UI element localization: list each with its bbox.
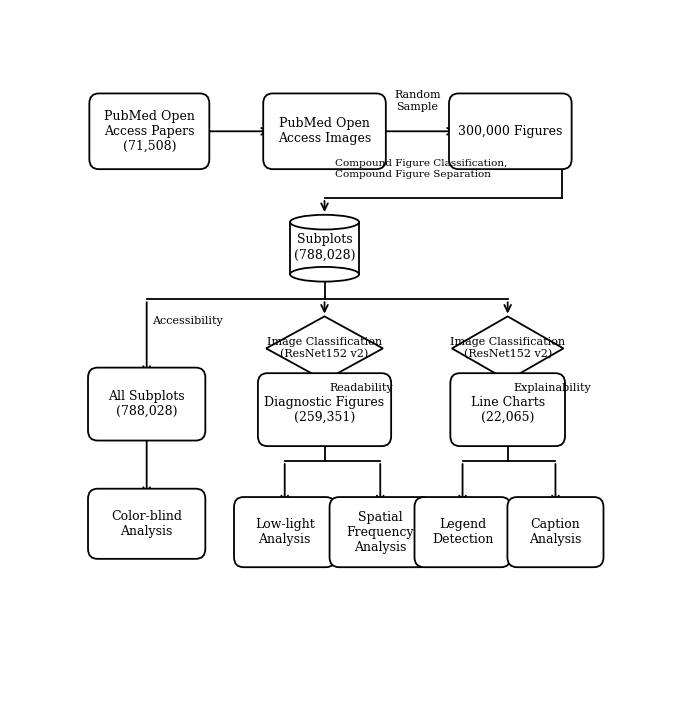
FancyBboxPatch shape — [414, 497, 510, 568]
Text: Compound Figure Classification,
Compound Figure Separation: Compound Figure Classification, Compound… — [335, 159, 508, 179]
FancyBboxPatch shape — [88, 489, 206, 559]
Ellipse shape — [290, 267, 359, 282]
FancyBboxPatch shape — [449, 93, 572, 169]
Text: All Subplots
(788,028): All Subplots (788,028) — [108, 390, 185, 418]
Text: Caption
Analysis: Caption Analysis — [530, 518, 582, 546]
Text: Image Classification
(ResNet152 v2): Image Classification (ResNet152 v2) — [450, 338, 565, 359]
Text: Explainability: Explainability — [513, 383, 590, 393]
FancyBboxPatch shape — [508, 497, 603, 568]
Text: PubMed Open
Access Images: PubMed Open Access Images — [278, 117, 371, 145]
Text: PubMed Open
Access Papers
(71,508): PubMed Open Access Papers (71,508) — [104, 110, 195, 153]
Ellipse shape — [290, 215, 359, 229]
FancyBboxPatch shape — [450, 373, 565, 446]
Text: Subplots
(788,028): Subplots (788,028) — [294, 234, 356, 262]
Text: Random
Sample: Random Sample — [394, 90, 440, 112]
Text: Spatial
Frequency
Analysis: Spatial Frequency Analysis — [347, 510, 414, 554]
Text: Diagnostic Figures
(259,351): Diagnostic Figures (259,351) — [264, 395, 384, 424]
FancyBboxPatch shape — [258, 373, 391, 446]
Text: Line Charts
(22,065): Line Charts (22,065) — [471, 395, 545, 424]
Text: Image Classification
(ResNet152 v2): Image Classification (ResNet152 v2) — [267, 338, 382, 359]
Text: Low-light
Analysis: Low-light Analysis — [255, 518, 314, 546]
Text: Legend
Detection: Legend Detection — [432, 518, 493, 546]
FancyBboxPatch shape — [329, 497, 431, 568]
FancyBboxPatch shape — [234, 497, 336, 568]
Text: 300,000 Figures: 300,000 Figures — [458, 125, 562, 138]
FancyBboxPatch shape — [263, 93, 386, 169]
Polygon shape — [452, 317, 563, 380]
Polygon shape — [266, 317, 383, 380]
FancyBboxPatch shape — [88, 367, 206, 440]
Polygon shape — [290, 222, 359, 274]
Text: Accessibility: Accessibility — [152, 316, 223, 326]
Text: Readability: Readability — [329, 383, 393, 393]
FancyBboxPatch shape — [89, 93, 210, 169]
Text: Color-blind
Analysis: Color-blind Analysis — [111, 510, 182, 538]
